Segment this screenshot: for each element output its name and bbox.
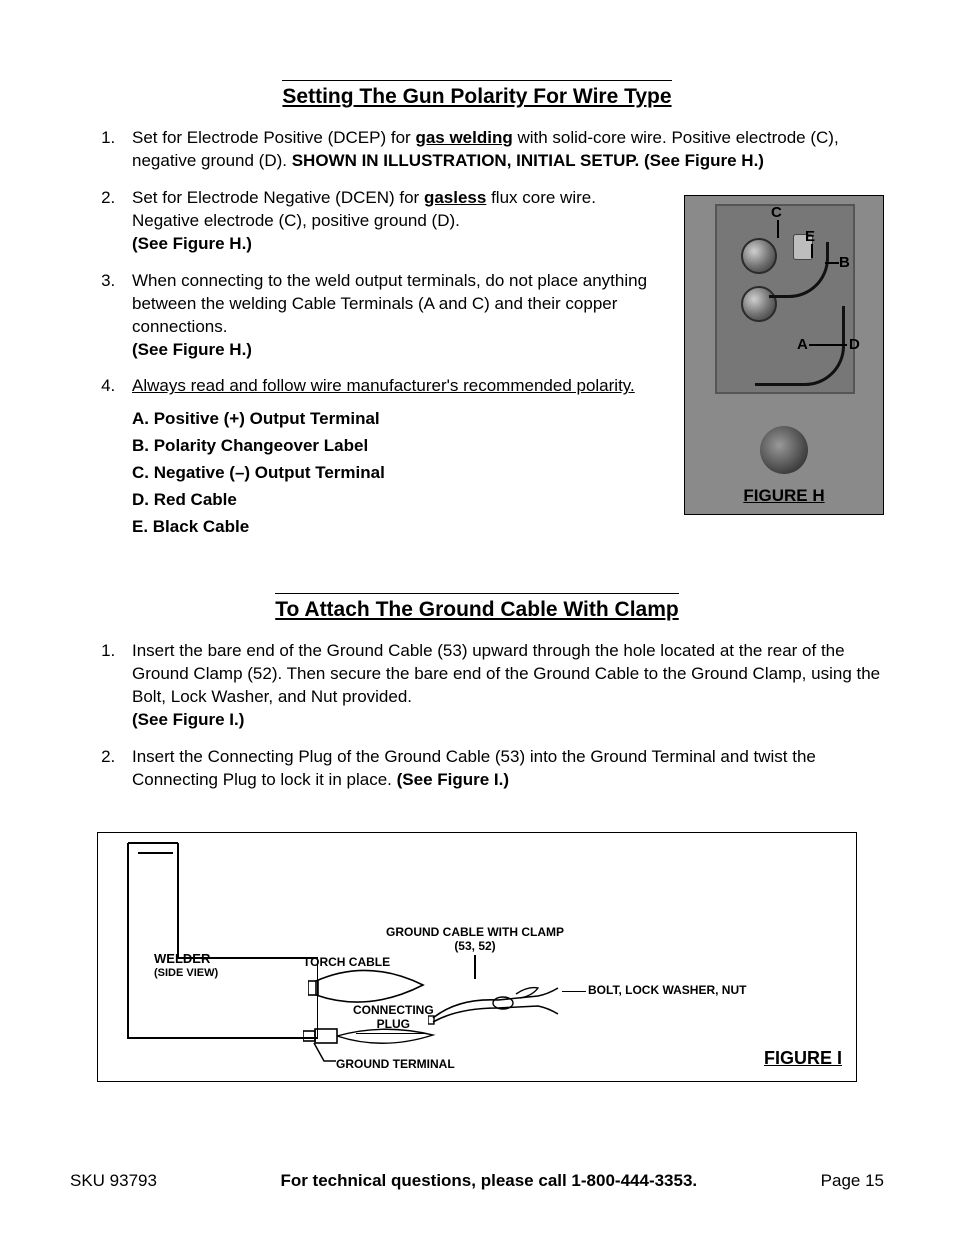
bolt-label: BOLT, LOCK WASHER, NUT [588,983,746,997]
s1-1-kw: gas welding [415,128,512,147]
s2-item-1: Insert the bare end of the Ground Cable … [120,640,884,732]
gcc-text: GROUND CABLE WITH CLAMP [386,925,564,939]
sub-e: E. Black Cable [132,516,664,539]
conn-label: CONNECTING PLUG [353,1003,434,1031]
page-number: Page 15 [821,1171,884,1191]
figure-i: WELDER (SIDE VIEW) TORCH CABLE GROUND CA… [97,832,857,1082]
conn-text: CONNECTING [353,1003,434,1017]
s1-1-pre: Set for Electrode Positive (DCEP) for [132,128,415,147]
s1-2-bold: (See Figure H.) [132,234,252,253]
sub-c: C. Negative (–) Output Terminal [132,462,664,485]
manual-page: Setting The Gun Polarity For Wire Type C… [0,0,954,1235]
label-c: C [771,204,782,221]
section1-title: Setting The Gun Polarity For Wire Type [282,80,671,109]
s2-item-2: Insert the Connecting Plug of the Ground… [120,746,884,792]
leader-gcc [474,955,476,979]
s2-2-bold: (See Figure I.) [397,770,509,789]
plug-text: PLUG [377,1017,410,1031]
section2-title: To Attach The Ground Cable With Clamp [275,593,678,622]
sub-a: A. Positive (+) Output Terminal [132,408,664,431]
s1-1-bold: SHOWN IN ILLUSTRATION, INITIAL SETUP. (S… [292,151,764,170]
sku-text: SKU 93793 [70,1171,157,1191]
s1-2-pre: Set for Electrode Negative (DCEN) for [132,188,424,207]
figure-h: C E B A D FIGURE H [684,195,884,515]
s1-2-kw: gasless [424,188,486,207]
s2-1-bold: (See Figure I.) [132,710,244,729]
section2-heading: To Attach The Ground Cable With Clamp [70,593,884,622]
s1-item-1: Set for Electrode Positive (DCEP) for ga… [120,127,884,173]
label-e: E [805,228,815,245]
gt-leader-icon [312,1043,336,1065]
leader-bolt [562,991,586,993]
torch-label: TORCH CABLE [303,955,390,969]
label-b: B [839,254,850,271]
figure-i-caption: FIGURE I [764,1048,842,1069]
s1-sublist: A. Positive (+) Output Terminal B. Polar… [132,408,664,539]
section1-heading: Setting The Gun Polarity For Wire Type [70,80,884,109]
leader-b [825,262,839,264]
figure-i-wrap: WELDER (SIDE VIEW) TORCH CABLE GROUND CA… [70,832,884,1082]
welder-outline-icon [118,838,318,1043]
s1-3-pre: When connecting to the weld output termi… [132,271,647,336]
leader-e [811,244,813,258]
s2-1-text: Insert the bare end of the Ground Cable … [132,641,880,706]
label-a: A [797,336,808,353]
welder-label: WELDER [154,951,210,966]
clamp-icon [428,978,568,1033]
leader-ad [809,344,847,346]
gt-label: GROUND TERMINAL [336,1057,455,1071]
s1-3-bold: (See Figure H.) [132,340,252,359]
s1-4-pre: Always read and follow wire manufacturer… [132,376,635,395]
welder-sub-label: (SIDE VIEW) [154,967,218,979]
section2-list: Insert the bare end of the Ground Cable … [70,640,884,792]
footer-phone: For technical questions, please call 1-8… [280,1171,697,1191]
leader-conn-underline [356,1033,426,1035]
page-footer: SKU 93793 For technical questions, pleas… [70,1171,884,1191]
sub-b: B. Polarity Changeover Label [132,435,664,458]
caster-wheel-icon [760,426,808,474]
gcc-label: GROUND CABLE WITH CLAMP (53, 52) [380,925,570,953]
gcc-sub-text: (53, 52) [454,939,495,953]
label-d: D [849,336,860,353]
figure-h-caption: FIGURE H [685,486,883,506]
leader-c [777,220,779,238]
sub-d: D. Red Cable [132,489,664,512]
